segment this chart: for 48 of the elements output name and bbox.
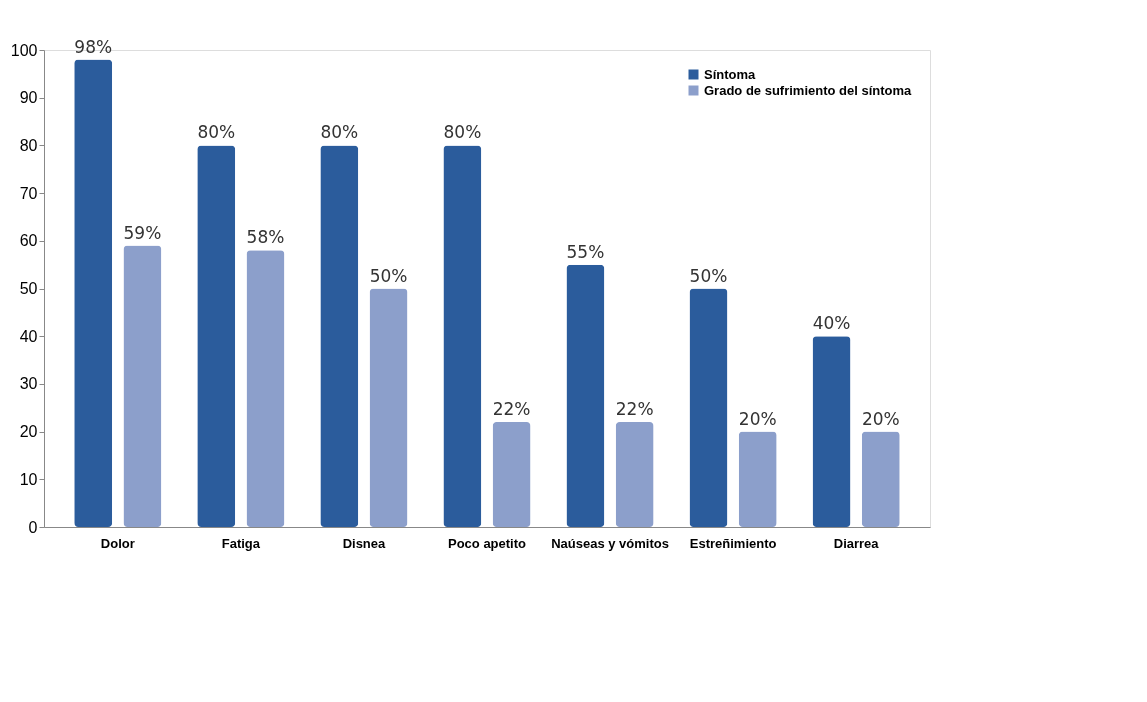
data-label: 80% xyxy=(443,122,482,143)
x-tick-label: Dolor xyxy=(100,535,135,551)
legend-label: Síntoma xyxy=(704,66,757,82)
bar xyxy=(492,422,531,527)
y-tick-label: 90 xyxy=(19,89,38,107)
bar xyxy=(689,288,728,527)
data-label: 59% xyxy=(123,222,162,243)
y-tick-label: 30 xyxy=(19,375,38,393)
x-tick-label: Naúseas y vómitos xyxy=(551,535,669,551)
bar xyxy=(812,336,851,527)
bar xyxy=(861,431,900,527)
bar xyxy=(123,245,162,527)
bar xyxy=(615,422,654,527)
y-tick-label: 80 xyxy=(19,136,38,154)
bar xyxy=(246,250,285,527)
y-tick-label: 60 xyxy=(19,232,38,250)
x-tick-label: Diarrea xyxy=(833,535,880,551)
x-tick-label: Estreñimiento xyxy=(689,535,777,551)
data-label: 22% xyxy=(615,399,654,420)
data-label: 50% xyxy=(369,265,408,286)
bar xyxy=(74,59,113,527)
data-label: 80% xyxy=(320,122,359,143)
y-tick-label: 40 xyxy=(19,327,38,345)
x-tick-label: Poco apetito xyxy=(447,535,527,551)
y-tick-label: 70 xyxy=(19,184,38,202)
data-label: 58% xyxy=(246,227,285,248)
x-tick-label: Disnea xyxy=(342,535,387,551)
data-label: 50% xyxy=(689,265,728,286)
bar xyxy=(320,145,359,527)
y-tick-label: 20 xyxy=(19,423,38,441)
bar xyxy=(369,288,408,527)
y-tick-label: 50 xyxy=(19,280,38,297)
bar xyxy=(566,264,605,527)
x-tick-label: Fatiga xyxy=(221,535,261,551)
y-tick-label: 10 xyxy=(19,470,38,488)
y-tick-label: 100 xyxy=(10,41,38,59)
data-label: 20% xyxy=(738,408,777,429)
bar xyxy=(443,145,482,527)
bar xyxy=(738,431,777,527)
data-label: 98% xyxy=(74,36,113,57)
y-tick-label: 0 xyxy=(28,518,38,536)
data-label: 80% xyxy=(197,122,236,143)
data-label: 22% xyxy=(492,399,531,420)
data-label: 40% xyxy=(812,313,851,334)
bar xyxy=(197,145,236,527)
legend-label: Grado de sufrimiento del síntoma xyxy=(704,82,913,98)
data-label: 55% xyxy=(566,241,605,262)
data-label: 20% xyxy=(861,408,900,429)
